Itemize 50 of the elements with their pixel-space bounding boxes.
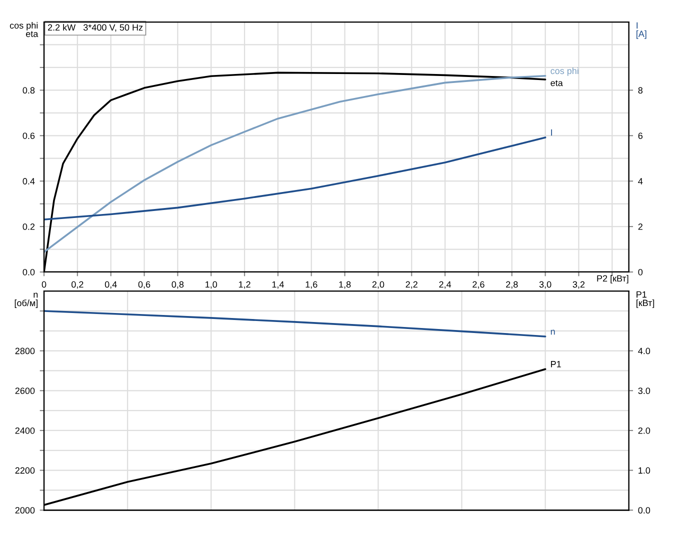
series-label: P1 — [551, 361, 561, 368]
line-series — [44, 310, 546, 338]
y-tick-label: 0.4 — [22, 178, 35, 184]
y2-tick-label: 4 — [638, 178, 643, 184]
y-tick-label: 2600 — [15, 388, 35, 394]
y-tick-label: 0.0 — [22, 268, 35, 276]
y2-tick-label: 2.0 — [638, 427, 650, 434]
x-tick-label: 1,0 — [206, 281, 218, 289]
y-tick-label: 2800 — [15, 348, 35, 354]
x-tick-label: 2,6 — [472, 281, 484, 289]
series-label: cos phi — [550, 67, 578, 76]
x-tick-label: 1,2 — [238, 281, 250, 289]
x-tick-label: 2,0 — [372, 281, 384, 289]
x-tick-label: 1,8 — [339, 281, 351, 289]
chart-title: 2.2 kW 3*400 V, 50 Hz — [48, 24, 143, 32]
x-tick-label: 0 — [42, 281, 46, 288]
x-tick-label: 2,4 — [439, 281, 452, 289]
x-tick-label: 0,6 — [138, 281, 150, 289]
x-axis-title: P2 [кВт] — [597, 274, 628, 284]
y2-tick-label: 0 — [638, 268, 643, 276]
x-tick-label: 2,2 — [406, 281, 418, 289]
y2-tick-label: 1.0 — [638, 467, 650, 474]
line-series — [44, 136, 546, 220]
x-tick-label: 3,0 — [539, 281, 552, 289]
y-tick-label: 0.2 — [22, 224, 35, 230]
y-axis-title: cos phi eta — [10, 22, 38, 38]
x-tick-label: 1,4 — [272, 281, 284, 289]
y2-tick-label: 6 — [638, 132, 643, 139]
x-tick-label: 3,2 — [572, 281, 585, 289]
y2-tick-label: 3.0 — [638, 388, 650, 394]
x-tick-label: 0,4 — [104, 281, 117, 289]
y-tick-label: 0.6 — [22, 132, 35, 139]
y-tick-label: 0.8 — [22, 87, 35, 94]
y2-tick-label: 0.0 — [638, 507, 650, 514]
series-label: eta — [550, 80, 563, 86]
series-label: I — [551, 129, 552, 136]
y-tick-label: 2000 — [15, 507, 35, 514]
y-tick-label: 2400 — [15, 427, 35, 434]
x-tick-label: 0,8 — [172, 281, 184, 289]
x-tick-label: 2,8 — [506, 281, 518, 289]
y2-tick-label: 4.0 — [638, 348, 650, 354]
y-tick-label: 2200 — [15, 467, 35, 474]
y2-tick-label: 2 — [638, 224, 642, 230]
y2-tick-label: 8 — [638, 87, 643, 94]
y-axis-title: n [об/м] — [14, 292, 38, 308]
y2-axis-title: P1 [кВт] — [636, 291, 654, 308]
x-tick-label: 0,2 — [72, 281, 84, 289]
y2-axis-title: I [A] — [636, 22, 646, 39]
series-label: n — [550, 330, 555, 335]
x-tick-label: 1,6 — [306, 281, 318, 289]
